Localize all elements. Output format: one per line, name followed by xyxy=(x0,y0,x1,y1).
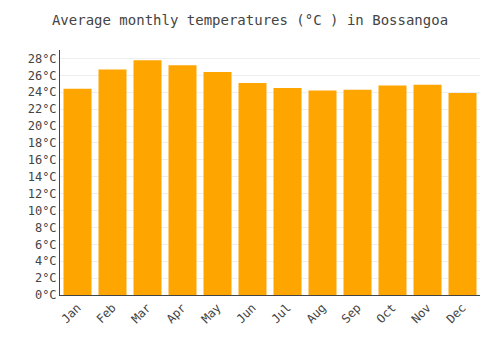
svg-text:Aug: Aug xyxy=(304,301,329,326)
svg-text:8°C: 8°C xyxy=(35,221,57,235)
svg-text:Dec: Dec xyxy=(444,301,469,326)
svg-text:18°C: 18°C xyxy=(28,136,57,150)
svg-text:10°C: 10°C xyxy=(28,204,57,218)
svg-text:22°C: 22°C xyxy=(28,102,57,116)
svg-text:2°C: 2°C xyxy=(35,271,57,285)
svg-text:Sep: Sep xyxy=(339,301,364,326)
svg-text:Nov: Nov xyxy=(409,301,434,326)
svg-text:4°C: 4°C xyxy=(35,254,57,268)
svg-text:20°C: 20°C xyxy=(28,119,57,133)
svg-text:Mar: Mar xyxy=(129,301,154,326)
svg-text:Oct: Oct xyxy=(374,301,399,326)
svg-text:6°C: 6°C xyxy=(35,238,57,252)
svg-text:12°C: 12°C xyxy=(28,187,57,201)
svg-text:0°C: 0°C xyxy=(35,288,57,302)
svg-text:Feb: Feb xyxy=(94,301,119,326)
svg-text:Jan: Jan xyxy=(59,301,84,326)
svg-text:Jul: Jul xyxy=(269,301,294,326)
svg-text:14°C: 14°C xyxy=(28,170,57,184)
svg-text:24°C: 24°C xyxy=(28,85,57,99)
svg-text:26°C: 26°C xyxy=(28,69,57,83)
svg-text:Average monthly temperatures (: Average monthly temperatures (°C ) in Bo… xyxy=(52,12,448,28)
svg-text:28°C: 28°C xyxy=(28,52,57,66)
svg-text:Apr: Apr xyxy=(164,301,189,326)
svg-text:16°C: 16°C xyxy=(28,153,57,167)
svg-text:May: May xyxy=(199,301,224,326)
svg-text:Jun: Jun xyxy=(234,301,259,326)
